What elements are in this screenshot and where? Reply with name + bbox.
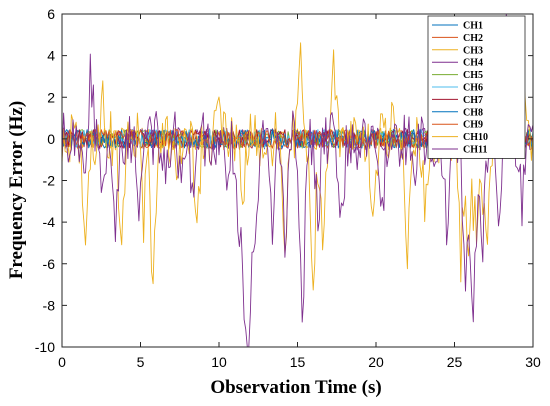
x-tick-label: 25 [447,354,463,370]
legend-label: CH5 [463,70,483,81]
y-tick-label: -2 [43,173,56,189]
legend-label: CH6 [463,83,483,94]
x-tick-label: 10 [211,354,227,370]
legend-label: CH3 [463,45,483,56]
y-tick-label: 4 [47,48,55,64]
legend-label: CH2 [463,33,483,44]
x-axis-label: Observation Time (s) [210,377,381,398]
legend-label: CH8 [463,107,483,118]
x-tick-label: 20 [368,354,384,370]
legend-label: CH4 [463,58,483,69]
x-tick-label: 30 [525,354,541,370]
axis-ticks: 0 5 10 15 20 25 30 -10 -8 -6 -4 -2 0 2 4 6 [35,6,541,370]
y-tick-label: 2 [47,89,55,105]
legend-label: CH9 [463,120,483,131]
y-tick-label: -8 [43,297,56,313]
y-tick-label: -6 [43,256,56,272]
x-tick-label: 0 [58,354,66,370]
legend-label: CH1 [463,21,483,32]
y-tick-label: -10 [35,339,55,355]
legend-label: CH10 [463,132,488,143]
y-tick-label: 0 [47,131,55,147]
x-tick-label: 5 [137,354,145,370]
y-tick-label: -4 [43,214,56,230]
legend-label: CH11 [463,145,487,156]
y-tick-label: 6 [47,6,55,22]
y-axis-label: Frequency Error (Hz) [6,101,27,279]
legend-label: CH7 [463,95,483,106]
x-tick-label: 15 [290,354,306,370]
